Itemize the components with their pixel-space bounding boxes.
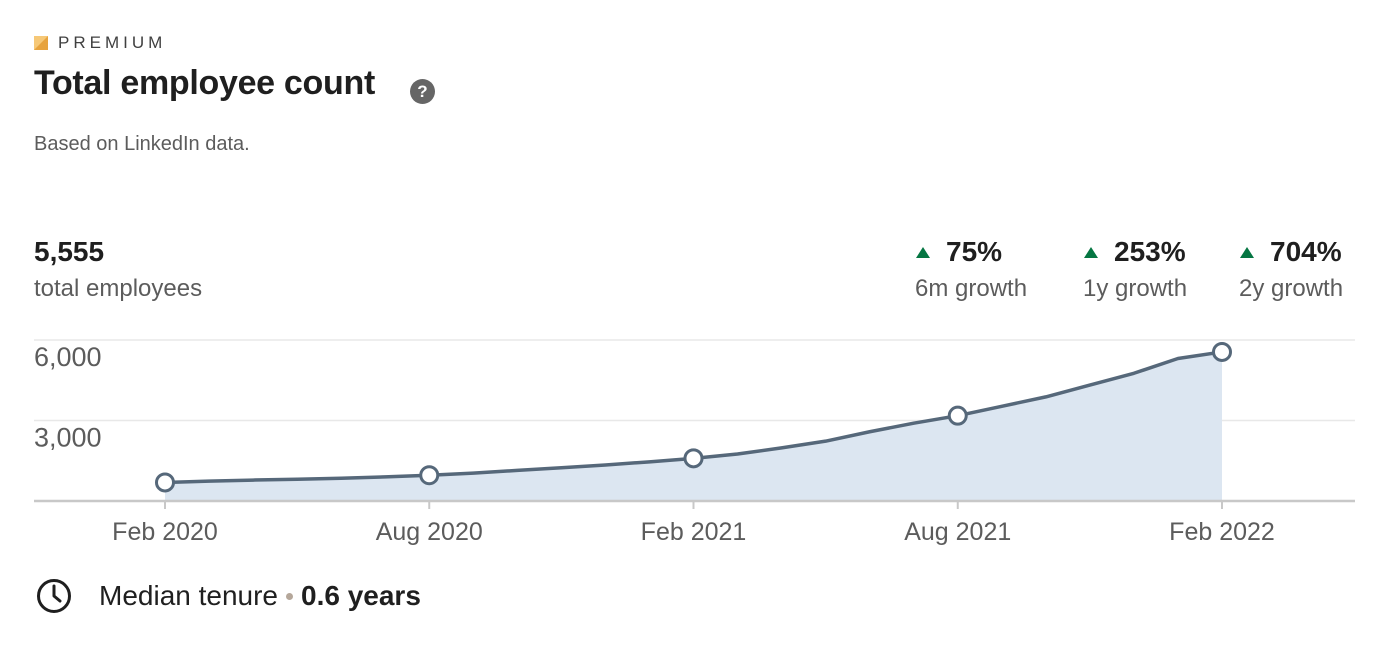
page-title: Total employee count [34,64,375,102]
total-employees-stat: 5,555 total employees [34,236,202,303]
y-tick-label: 3,000 [34,423,102,453]
growth-value: 253% [1114,236,1186,267]
x-tick-label: Aug 2020 [376,518,483,546]
total-employees-label: total employees [34,275,203,302]
up-triangle-icon [1240,246,1254,258]
growth-stat-1y: 253% 1y growth [1083,236,1187,303]
x-tick-label: Feb 2020 [112,518,218,546]
growth-label: 2y growth [1239,275,1344,302]
growth-label: 6m growth [915,275,1028,302]
data-point-marker [155,472,175,493]
x-tick-label: Aug 2021 [904,518,1011,546]
data-point-marker [683,448,704,469]
x-tick-label: Feb 2022 [1169,518,1275,546]
premium-icon [34,36,48,50]
growth-value: 704% [1270,236,1342,267]
tenure-value: 0.6 years [301,580,421,611]
growth-stat-6m: 75% 6m growth [915,236,1027,303]
data-point-marker [1212,341,1232,362]
premium-badge: PREMIUM [34,33,166,53]
growth-label: 1y growth [1083,275,1188,302]
total-employees-value: 5,555 [34,236,105,267]
premium-label: PREMIUM [58,33,167,52]
x-tick-label: Feb 2021 [641,518,747,546]
area-fill [165,351,1222,501]
growth-value: 75% [946,236,1003,267]
clock-icon [37,579,71,613]
separator-dot [286,592,294,600]
up-triangle-icon [916,246,930,258]
up-triangle-icon [1084,246,1098,258]
tenure-label: Median tenure [99,580,279,611]
growth-stat-2y: 704% 2y growth [1239,236,1343,303]
employee-count-chart: 3,000 6,000 Feb 2020 Aug 2020 Feb 2021 Aug 20… [34,339,1355,546]
median-tenure: Median tenure 0.6 years [36,578,421,614]
data-point-marker [947,405,968,426]
data-point-marker [419,465,440,486]
y-tick-label: 6,000 [34,342,102,372]
question-circle-icon[interactable]: ? [410,79,435,104]
subtitle: Based on LinkedIn data. [34,133,250,155]
